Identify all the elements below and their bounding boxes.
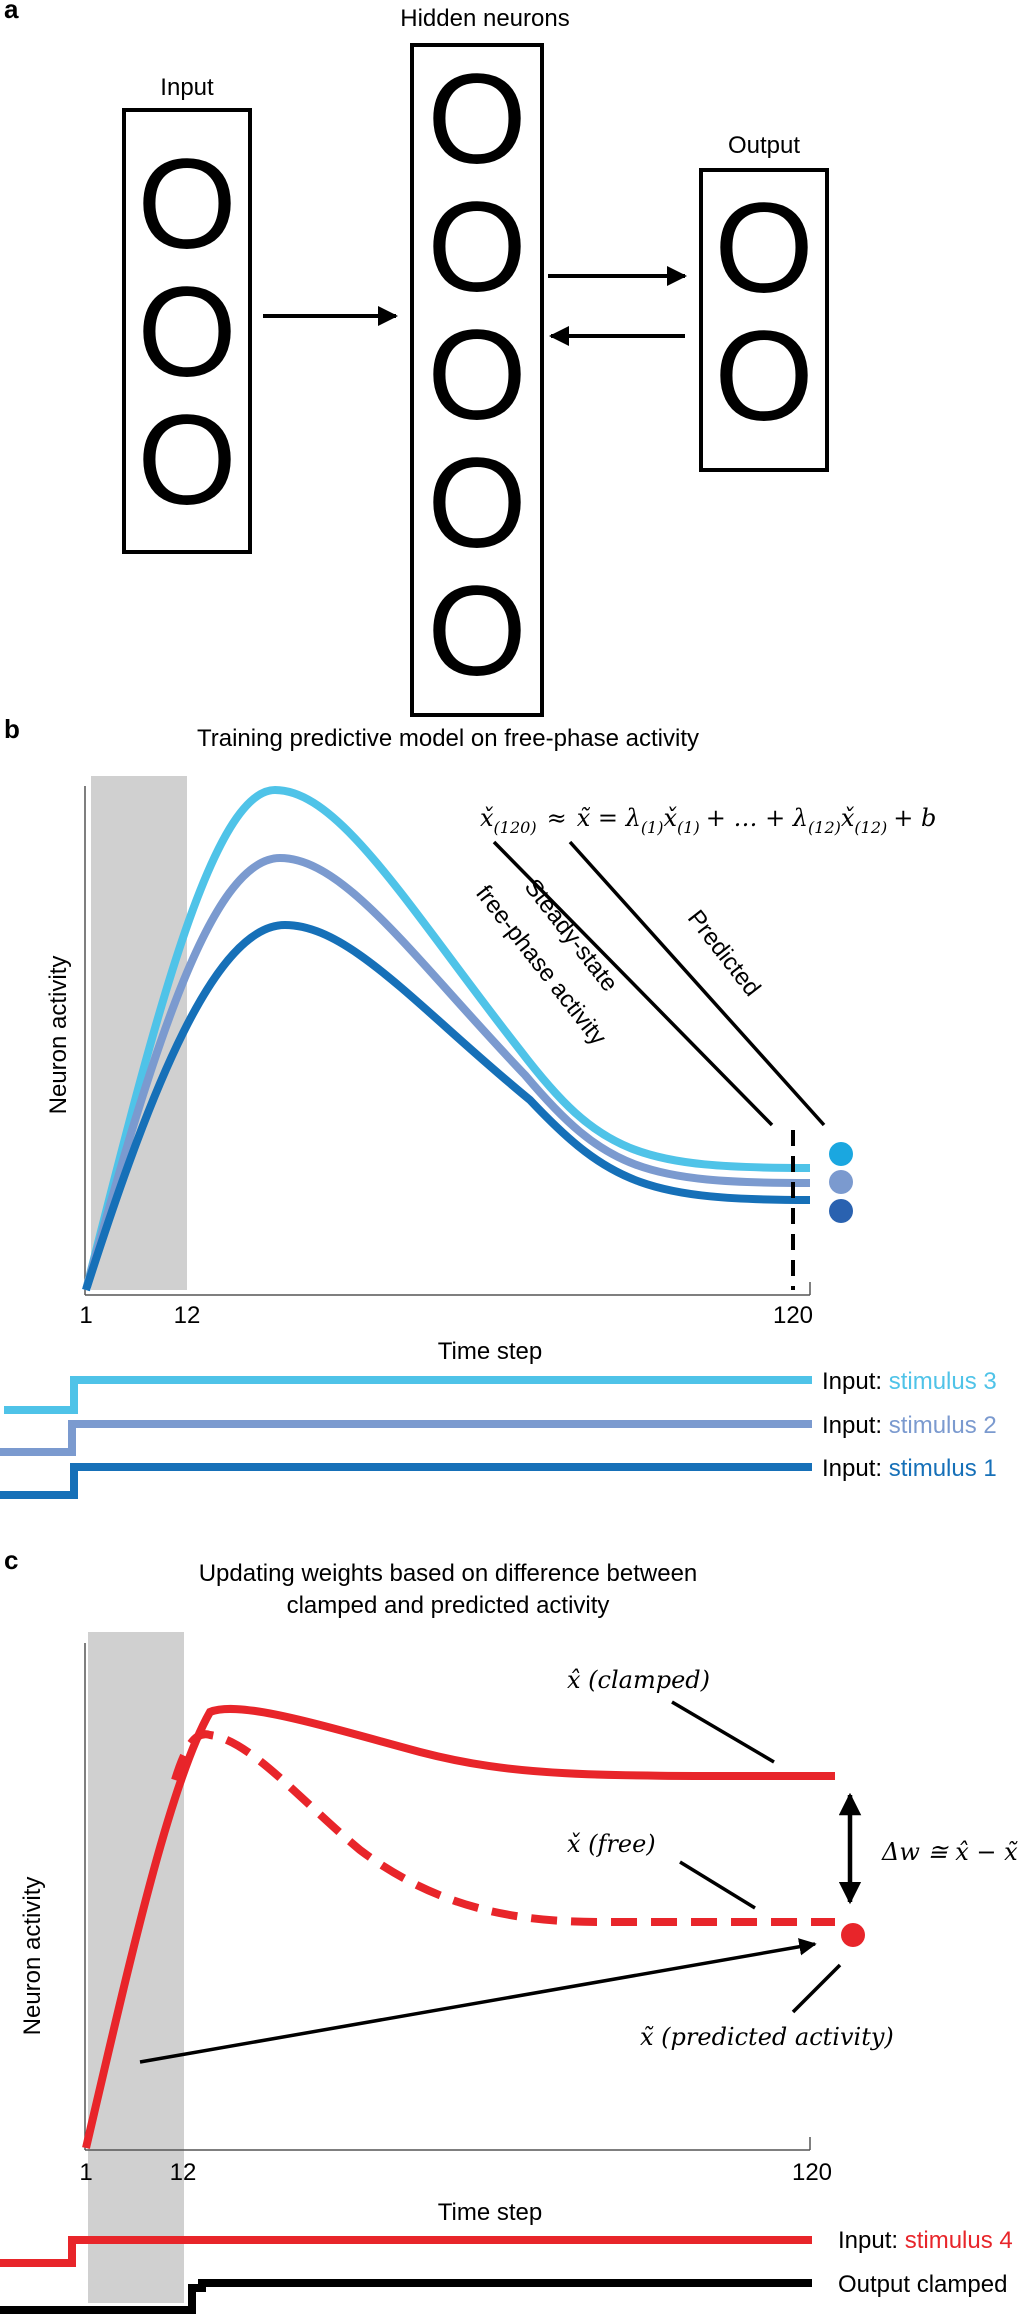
input-neuron-1: O: [137, 133, 237, 276]
output-neuron-1: O: [714, 177, 814, 320]
input-neuron-3: O: [137, 389, 237, 532]
predicted-label: Predicted: [682, 905, 766, 1002]
panel-c-title-line2: clamped and predicted activity: [287, 1592, 610, 1619]
input-trace-stimulus-2: [0, 1420, 812, 1456]
delta-w-equation: Δw ≅ x̂ − x̃: [881, 1838, 1018, 1866]
panel-c-title-line1: Updating weights based on difference bet…: [199, 1560, 698, 1587]
b-y-axis-label: Neuron activity: [45, 956, 72, 1115]
panel-a: a Input Hidden neurons Output OOO OOOOO …: [4, 0, 829, 717]
free-pointer: [679, 1860, 756, 1910]
predicted-activity-label: x̃ (predicted activity): [640, 2023, 894, 2051]
output-layer-label: Output: [728, 132, 800, 159]
output-layer-box: [699, 168, 829, 472]
curve-stimulus-1: [82, 920, 811, 1292]
output-neuron-2: O: [714, 305, 814, 448]
input-label-stimulus-3: Input: stimulus 3: [822, 1368, 997, 1395]
hidden-neuron-3: O: [427, 304, 527, 447]
c-tick-12: 12: [170, 2159, 197, 2186]
input-neuron-2: O: [137, 261, 237, 404]
input-trace-stimulus-4: [0, 2236, 812, 2267]
predicted-dot-stimulus-3: [829, 1142, 853, 1166]
predicted-dot-stimulus-1: [829, 1199, 853, 1223]
hidden-neuron-2: O: [427, 176, 527, 319]
curve-stimulus-3: [82, 785, 811, 1291]
free-activity-curve: [171, 1730, 835, 1926]
c-x-axis-label: Time step: [438, 2199, 542, 2226]
predicted-dot-stimulus-2: [829, 1170, 853, 1194]
c-tick-120: 120: [792, 2159, 832, 2186]
predicted-pointer: [568, 840, 826, 1127]
input-layer-label: Input: [160, 74, 214, 101]
hidden-neuron-5: O: [427, 560, 527, 703]
free-label: x̌ (free): [567, 1830, 656, 1858]
b-tick-12: 12: [174, 1302, 201, 1329]
hidden-layer-label: Hidden neurons: [400, 5, 569, 32]
steady-state-pointer: [492, 840, 774, 1127]
c-input-window-shading: [88, 1632, 184, 2303]
clamped-activity-curve: [82, 1704, 836, 2149]
input-label-stimulus-2: Input: stimulus 2: [822, 1412, 997, 1439]
hidden-neuron-4: O: [427, 432, 527, 575]
b-tick-120: 120: [773, 1302, 813, 1329]
output-clamped-label: Output clamped: [838, 2271, 1007, 2298]
b-equation: x̌(120) ≈ x̃ = λ(1)x̌(1) + … + λ(12)x̌(12) +…: [480, 804, 936, 837]
curve-stimulus-2: [82, 853, 811, 1292]
c-tick-1: 1: [79, 2159, 92, 2186]
hidden-neuron-1: O: [427, 48, 527, 191]
input-label-stimulus-1: Input: stimulus 1: [822, 1455, 997, 1482]
prediction-arrow: [139, 1938, 817, 2064]
clamped-pointer: [671, 1700, 775, 1764]
b-x-axis-label: Time step: [438, 1338, 542, 1365]
predicted-activity-dot: [841, 1923, 865, 1947]
panel-a-letter: a: [4, 0, 19, 24]
input-trace-stimulus-1: [0, 1463, 812, 1499]
panel-c-letter: c: [4, 1545, 18, 1575]
clamped-label: x̂ (clamped): [567, 1666, 710, 1694]
input-layer-box: [122, 108, 252, 554]
panel-b-title: Training predictive model on free-phase …: [197, 725, 699, 752]
output-neurons: OO: [714, 177, 814, 448]
hidden-layer-box: [410, 43, 544, 717]
output-clamped-trace: [0, 2279, 812, 2314]
input-label-stimulus-4: Input: stimulus 4: [838, 2227, 1013, 2254]
b-tick-1: 1: [79, 1302, 92, 1329]
panel-c: c Updating weights based on difference b…: [0, 1545, 1018, 2314]
c-y-axis-label: Neuron activity: [19, 1877, 46, 2036]
predicted-pointer-c: [791, 1963, 842, 2014]
panel-b: b Training predictive model on free-phas…: [0, 714, 997, 1499]
input-neurons: OOO: [137, 133, 237, 532]
panel-b-letter: b: [4, 714, 20, 744]
input-trace-stimulus-3: [4, 1376, 812, 1414]
